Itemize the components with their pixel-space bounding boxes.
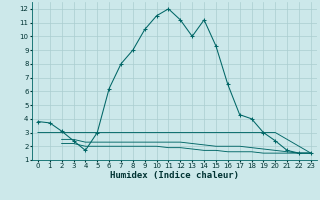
X-axis label: Humidex (Indice chaleur): Humidex (Indice chaleur)	[110, 171, 239, 180]
